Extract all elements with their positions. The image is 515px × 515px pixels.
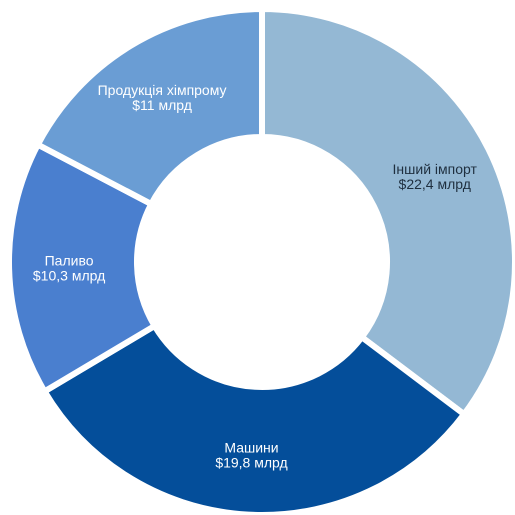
slice-category-label: Продукція хімпрому: [98, 82, 227, 98]
slice-value-label: $10,3 млрд: [33, 267, 105, 283]
slice-label-паливо: Паливо $10,3 млрд: [33, 252, 105, 283]
slice-інший-імпорт[interactable]: [259, 5, 515, 419]
slice-label-інший-імпорт: Інший імпорт $22,4 млрд: [393, 161, 478, 192]
slice-value-label: $19,8 млрд: [215, 455, 287, 471]
slice-value-label: $11 млрд: [132, 97, 192, 113]
slice-label-машини: Машини $19,8 млрд: [215, 440, 287, 471]
slice-паливо[interactable]: [6, 140, 159, 396]
slice-машини[interactable]: [40, 321, 469, 515]
slice-category-label: Машини: [224, 440, 278, 456]
slice-label-продукція-хімпрому: Продукція хімпрому $11 млрд: [98, 82, 227, 113]
slice-labels: Інший імпорт $22,4 млрд Машини $19,8 млрд Па…: [33, 82, 478, 471]
slice-value-label: $22,4 млрд: [399, 176, 471, 192]
slice-продукція-хімпрому[interactable]: [33, 5, 265, 209]
slice-category-label: Інший імпорт: [393, 161, 478, 177]
slice-category-label: Паливо: [45, 252, 94, 268]
donut-slices: [6, 5, 515, 515]
